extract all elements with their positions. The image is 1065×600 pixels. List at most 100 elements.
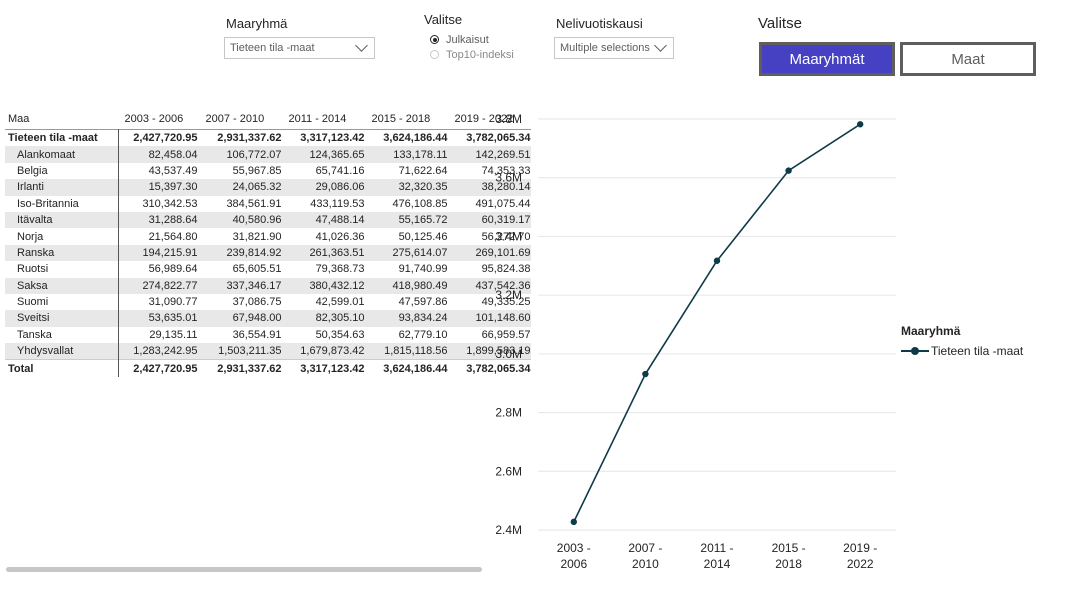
row-label: Sveitsi — [5, 310, 119, 327]
table-cell: 31,821.90 — [232, 230, 282, 243]
table-cell: 2,427,720.95 — [118, 359, 198, 377]
y-tick-label: 2.4M — [495, 523, 522, 537]
table-cell: 65,741.16 — [315, 164, 365, 177]
maaryhma-slicer-title: Maaryhmä — [226, 16, 288, 31]
legend-marker-icon — [901, 347, 929, 355]
table-cell: 380,432.12 — [281, 277, 365, 294]
table-row[interactable]: Tanska 29,135.11 36,554.91 50,354.63 62,779.… — [5, 326, 531, 344]
table-group-row[interactable]: Tieteen tila -maat 2,427,720.95 2,931,337.… — [5, 129, 531, 147]
table-cell: 124,365.65 — [281, 146, 365, 163]
table-row[interactable]: Suomi 31,090.77 37,086.75 42,599.01 47,597.8… — [5, 293, 531, 311]
radio-option-label: Top10-indeksi — [446, 48, 514, 61]
table-cell: 24,065.32 — [197, 179, 282, 196]
table-row[interactable]: Belgia 43,537.49 55,967.85 65,741.16 71,622.… — [5, 162, 531, 180]
table-cell: 1,899,583.19 — [447, 343, 531, 360]
table-cell: 3,782,065.34 — [447, 359, 531, 377]
valitse-radio-title: Valitse — [424, 12, 463, 27]
table-row[interactable]: Ruotsi 56,989.64 65,605.51 79,368.73 91,740.… — [5, 261, 531, 278]
table-cell: 82,458.04 — [118, 146, 198, 163]
column-header[interactable]: 2011 - 2014 — [288, 113, 347, 125]
x-tick-label: 2019 - — [843, 541, 877, 555]
column-header[interactable]: 2003 - 2006 — [124, 113, 184, 125]
x-tick-label: 2006 — [560, 557, 587, 571]
table-cell: 37,086.75 — [232, 296, 282, 309]
table-cell: 42,599.01 — [315, 296, 365, 309]
table-cell: 491,075.44 — [475, 197, 531, 210]
table-row[interactable]: Itävalta 31,288.64 40,580.96 47,488.14 55,16… — [5, 211, 531, 229]
data-point — [857, 121, 864, 128]
table-cell: 66,959.57 — [481, 328, 531, 341]
chevron-down-icon — [355, 39, 368, 52]
x-tick-label: 2014 — [704, 557, 731, 571]
table-cell: 43,537.49 — [148, 164, 198, 177]
table-cell: 106,772.07 — [197, 146, 282, 163]
x-tick-label: 2015 - — [772, 541, 806, 555]
column-header[interactable]: 2019 - 2022 — [454, 113, 514, 125]
table-cell: 55,967.85 — [232, 164, 282, 177]
table-cell: 67,948.00 — [197, 310, 282, 327]
row-label: Yhdysvallat — [5, 343, 119, 360]
radio-selected-icon — [430, 35, 439, 44]
column-header-maa[interactable]: Maa — [8, 113, 30, 125]
data-point — [642, 370, 649, 378]
table-header-row: Maa 2003 - 2006 2007 - 2010 2011 - 2014 … — [5, 109, 531, 130]
column-header[interactable]: 2015 - 2018 — [371, 113, 431, 125]
row-label: Iso-Britannia — [5, 195, 119, 212]
table-cell: 74,353.33 — [481, 164, 531, 177]
row-label: Norja — [5, 228, 119, 245]
data-point — [713, 257, 721, 264]
table-row[interactable]: Iso-Britannia 310,342.53 384,561.91 433,119… — [5, 195, 531, 212]
x-tick-label: 2018 — [775, 557, 802, 571]
table-row[interactable]: Norja 21,564.80 31,821.90 41,026.36 50,125.4… — [5, 228, 531, 245]
data-point — [570, 518, 577, 526]
line-chart: 2.4M 2.6M 2.8M 3.0M 3.2M 3.4M 3.6M 3.8M 2003 - 20… — [495, 112, 896, 571]
y-tick-label: 3.8M — [495, 112, 522, 126]
table-cell: 269,101.69 — [447, 244, 531, 262]
table-cell: 36,554.91 — [232, 328, 282, 341]
table-cell: 239,814.92 — [197, 244, 282, 262]
row-label: Tieteen tila -maat — [5, 129, 119, 147]
table-row[interactable]: Saksa 274,822.77 337,346.17 380,432.12 418,9… — [5, 277, 531, 294]
legend-item[interactable]: Tieteen tila -maat — [901, 344, 1023, 358]
table-cell: 93,834.24 — [364, 310, 448, 327]
table-row[interactable]: Irlanti 15,397.30 24,065.32 29,086.06 32,320… — [5, 179, 531, 196]
x-tick-label: 2010 — [632, 557, 659, 571]
table-cell: 40,580.96 — [197, 211, 282, 229]
table-cell: 32,320.35 — [364, 179, 448, 196]
table-cell: 53,635.01 — [118, 310, 198, 327]
table-cell: 3,624,186.44 — [364, 359, 448, 377]
radio-option-top10[interactable]: Top10-indeksi — [430, 47, 514, 62]
horizontal-scrollbar[interactable] — [6, 567, 482, 572]
y-tick-label: 3.2M — [495, 288, 522, 302]
table-cell: 55,165.72 — [364, 211, 448, 229]
table-cell: 82,305.10 — [281, 310, 365, 327]
maat-button[interactable]: Maat — [900, 42, 1036, 76]
table-cell: 29,135.11 — [149, 328, 198, 341]
maaryhmat-button[interactable]: Maaryhmät — [759, 42, 895, 76]
table-total-row[interactable]: Total 2,427,720.95 2,931,337.62 3,317,123.4… — [5, 359, 531, 377]
radio-option-julkaisut[interactable]: Julkaisut — [430, 32, 514, 47]
table-cell: 1,815,118.56 — [364, 343, 448, 360]
table-cell: 101,148.60 — [447, 310, 531, 327]
row-label: Itävalta — [5, 211, 119, 229]
table-cell: 433,119.53 — [310, 197, 365, 210]
table-cell: 31,288.64 — [118, 211, 198, 229]
row-label: Alankomaat — [5, 146, 119, 163]
toggle-title: Valitse — [758, 15, 802, 32]
table-row[interactable]: Yhdysvallat 1,283,242.95 1,503,211.35 1,679… — [5, 343, 531, 360]
table-cell: 2,427,720.95 — [118, 129, 198, 147]
x-tick-label: 2007 - — [628, 541, 662, 555]
table-row[interactable]: Sveitsi 53,635.01 67,948.00 82,305.10 93,834… — [5, 310, 531, 327]
table-cell: 418,980.49 — [364, 277, 448, 294]
table-row[interactable]: Ranska 194,215.91 239,814.92 261,363.51 275,… — [5, 244, 531, 262]
x-tick-label: 2022 — [847, 557, 874, 571]
maaryhma-dropdown[interactable]: Tieteen tila -maat — [224, 37, 375, 59]
row-label: Belgia — [5, 162, 119, 180]
table-cell: 31,090.77 — [148, 296, 198, 309]
column-header[interactable]: 2007 - 2010 — [205, 113, 265, 125]
table-row[interactable]: Alankomaat 82,458.04 106,772.07 124,365.65 1… — [5, 146, 531, 163]
legend-title: Maaryhmä — [901, 324, 961, 338]
nelivuotiskausi-dropdown[interactable]: Multiple selections — [554, 37, 674, 59]
table-cell: 1,503,211.35 — [197, 343, 282, 360]
table-cell: 41,026.36 — [315, 230, 365, 243]
